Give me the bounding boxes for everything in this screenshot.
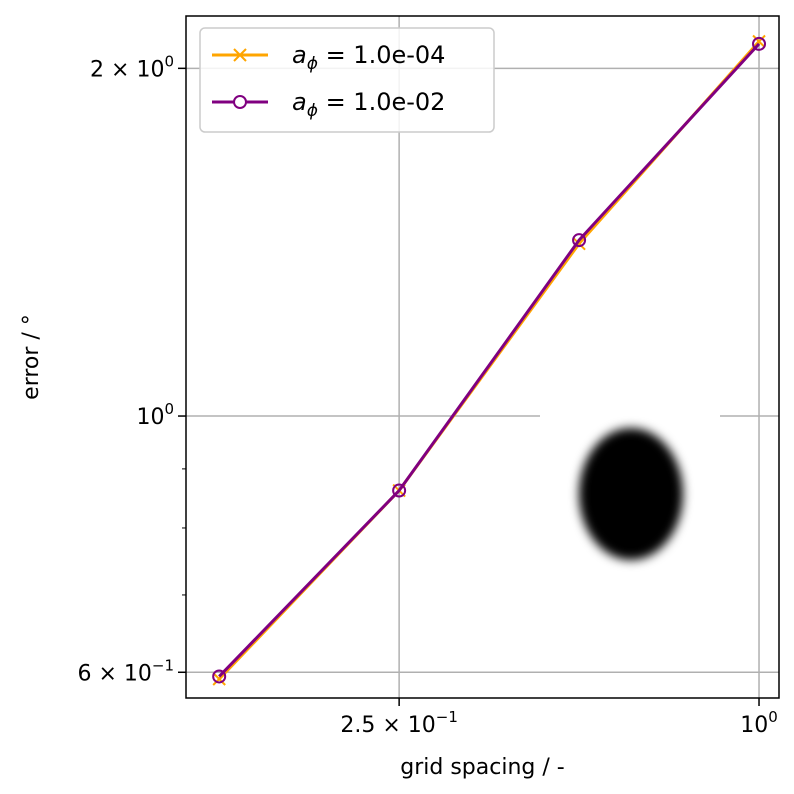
data-point-circle-marker (572, 233, 587, 248)
series-layer (212, 34, 767, 686)
y-tick-label: 2 × 100 (90, 52, 174, 82)
plot-frame (185, 15, 780, 699)
black-blob-artifact (540, 407, 720, 560)
ticks: 2.5 × 10−1 100 6 × 10−1 100 2 × 100 (77, 52, 777, 738)
x-axis-label: grid spacing / - (400, 755, 564, 780)
series-line-1 (218, 40, 761, 681)
legend-box (199, 27, 495, 133)
svg-text:aϕ = 1.0e-02: aϕ = 1.0e-02 (292, 88, 445, 121)
data-point-x-marker (752, 34, 766, 49)
data-point-x-marker (212, 672, 226, 686)
x-tick-label: 100 (740, 708, 778, 738)
y-axis-label: error / ° (19, 314, 44, 400)
legend-entry-2: aϕ = 1.0e-02 (212, 88, 445, 121)
y-tick-label: 6 × 10−1 (77, 656, 174, 686)
legend-entry-1: aϕ = 1.0e-04 (212, 41, 445, 74)
legend: aϕ = 1.0e-04 aϕ = 1.0e-02 (199, 27, 495, 133)
data-point-circle-marker (392, 483, 407, 498)
series-line-2 (218, 42, 761, 678)
axes (185, 15, 780, 699)
svg-text:aϕ = 1.0e-04: aϕ = 1.0e-04 (292, 41, 445, 74)
data-point-circle-marker (752, 36, 767, 51)
x-tick-label: 2.5 × 10−1 (340, 708, 458, 738)
data-point-circle-marker (212, 669, 227, 684)
y-tick-label: 100 (136, 400, 174, 430)
